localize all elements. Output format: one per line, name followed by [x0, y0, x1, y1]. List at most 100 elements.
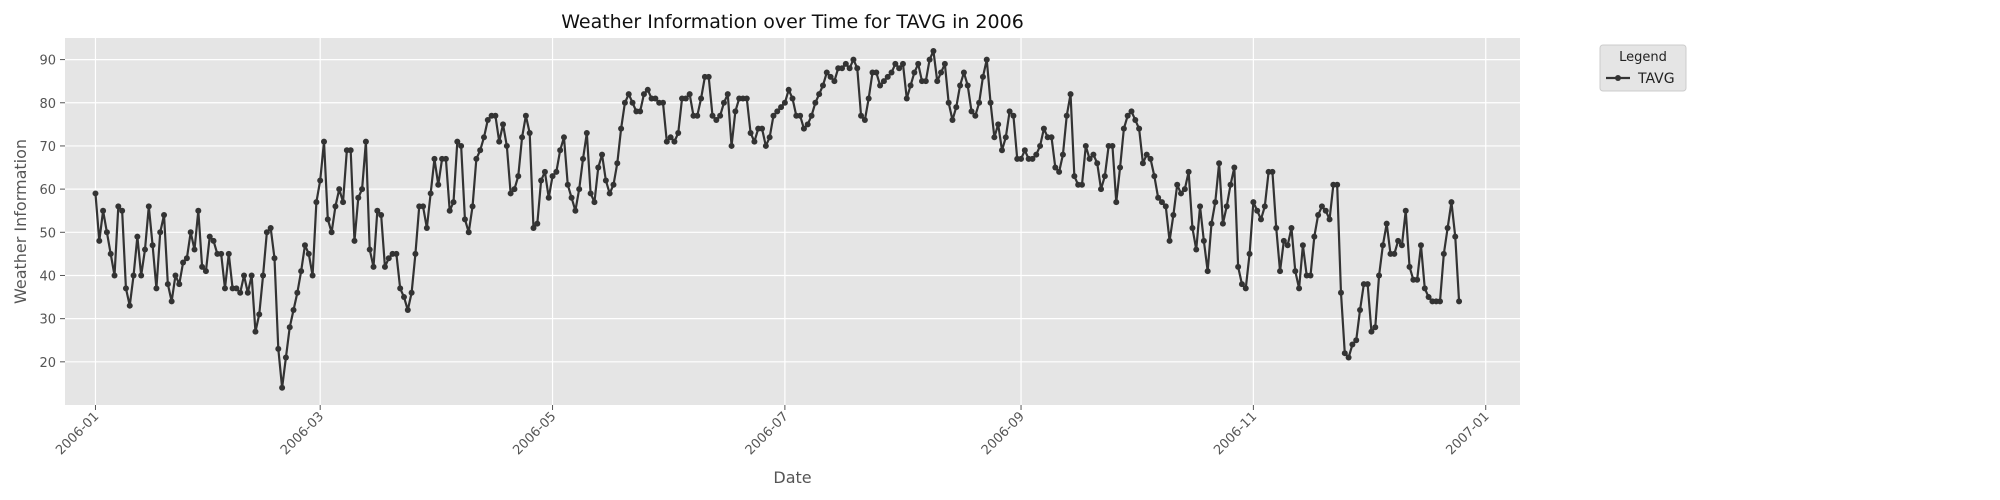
data-point — [1113, 199, 1120, 206]
data-point — [766, 134, 773, 141]
data-point — [286, 324, 293, 331]
data-point — [560, 134, 567, 141]
data-point — [694, 112, 701, 119]
data-point — [1311, 233, 1318, 240]
data-point — [408, 289, 415, 296]
data-point — [903, 95, 910, 102]
data-point — [1341, 350, 1348, 357]
data-point — [176, 281, 183, 288]
data-point — [187, 229, 194, 236]
data-point — [915, 60, 922, 67]
data-point — [610, 181, 617, 188]
data-point — [1448, 199, 1455, 206]
data-point — [1128, 108, 1135, 115]
data-point — [1437, 298, 1444, 305]
data-point — [595, 164, 602, 171]
data-point — [1299, 242, 1306, 249]
data-point — [1197, 203, 1204, 210]
data-point — [1235, 263, 1242, 270]
data-point — [340, 199, 347, 206]
data-point — [644, 86, 651, 93]
data-point — [1162, 203, 1169, 210]
data-point — [1048, 134, 1055, 141]
data-point — [557, 147, 564, 154]
data-point — [545, 194, 552, 201]
data-point — [1421, 285, 1428, 292]
data-point — [1132, 117, 1139, 124]
data-point — [119, 207, 126, 214]
data-point — [1059, 151, 1066, 158]
data-point — [930, 47, 937, 54]
data-point — [618, 125, 625, 132]
data-point — [785, 86, 792, 93]
data-point — [1292, 268, 1299, 275]
data-point — [1193, 246, 1200, 253]
data-point — [530, 224, 537, 231]
data-point — [713, 117, 720, 124]
data-point — [541, 168, 548, 175]
data-point — [1189, 224, 1196, 231]
data-point — [263, 229, 270, 236]
data-point — [675, 129, 682, 136]
data-point — [854, 65, 861, 72]
x-tick-label: 2007-01 — [1444, 409, 1493, 458]
data-point — [1094, 160, 1101, 167]
data-point — [1040, 125, 1047, 132]
data-point — [115, 203, 122, 210]
data-point — [1033, 151, 1040, 158]
data-point — [629, 99, 636, 106]
data-point — [964, 82, 971, 89]
data-point — [968, 108, 975, 115]
data-point — [210, 237, 217, 244]
data-point — [324, 216, 331, 223]
data-point — [709, 112, 716, 119]
data-point — [1372, 324, 1379, 331]
data-point — [1440, 250, 1447, 257]
data-point — [1212, 199, 1219, 206]
data-point — [1280, 237, 1287, 244]
data-point — [138, 272, 145, 279]
data-point — [1200, 237, 1207, 244]
data-point — [877, 82, 884, 89]
data-point — [1086, 155, 1093, 162]
data-point — [446, 207, 453, 214]
data-point — [728, 142, 735, 149]
data-point — [100, 207, 107, 214]
data-point — [484, 117, 491, 124]
data-point — [103, 229, 110, 236]
data-point — [496, 138, 503, 145]
data-point — [461, 216, 468, 223]
data-point — [332, 203, 339, 210]
y-tick-label: 20 — [39, 356, 56, 371]
data-point — [732, 108, 739, 115]
data-point — [724, 91, 731, 98]
data-point — [294, 289, 301, 296]
data-point — [888, 69, 895, 76]
data-point — [1414, 276, 1421, 283]
legend-box — [1599, 44, 1687, 92]
data-point — [260, 272, 267, 279]
data-point — [1444, 224, 1451, 231]
data-point — [770, 112, 777, 119]
data-point — [667, 134, 674, 141]
data-point — [1398, 242, 1405, 249]
data-point — [804, 121, 811, 128]
data-point — [972, 112, 979, 119]
data-point — [1067, 91, 1074, 98]
data-point — [385, 255, 392, 262]
data-point — [351, 237, 358, 244]
data-point — [321, 138, 328, 145]
data-point — [519, 134, 526, 141]
data-point — [1143, 151, 1150, 158]
data-point — [591, 199, 598, 206]
data-point — [191, 246, 198, 253]
data-point — [1063, 112, 1070, 119]
data-point — [682, 95, 689, 102]
data-point — [1368, 328, 1375, 335]
data-point — [587, 190, 594, 197]
data-point — [1082, 142, 1089, 149]
x-tick-label: 2006-07 — [743, 409, 792, 458]
data-point — [1208, 220, 1215, 227]
data-point — [884, 73, 891, 80]
data-point — [1139, 160, 1146, 167]
